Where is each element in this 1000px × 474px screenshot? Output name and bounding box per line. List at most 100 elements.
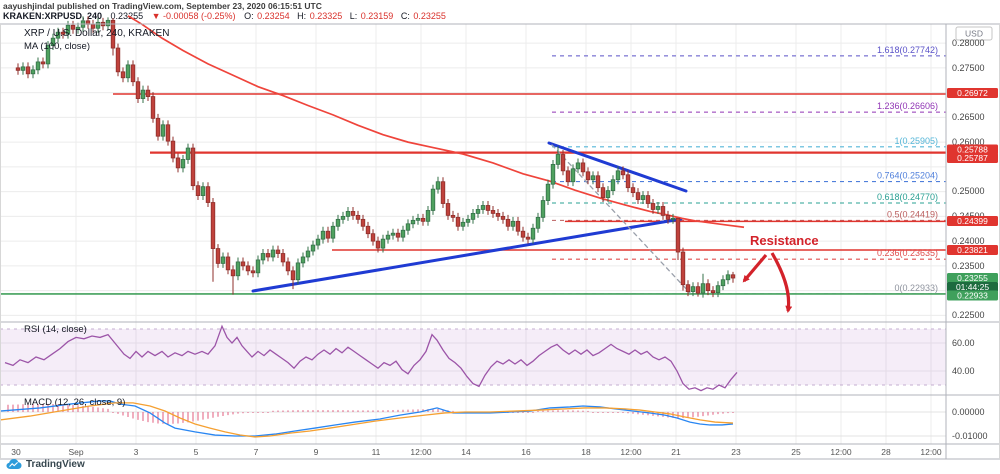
candle-body <box>270 249 276 258</box>
candle-body <box>680 251 686 286</box>
candle-body <box>485 205 491 211</box>
candle-body <box>490 210 496 214</box>
resistance-arrow <box>742 253 768 283</box>
time-axis-drag-area[interactable] <box>0 444 946 459</box>
price-axis-badge-label: 0.25788 <box>957 145 988 155</box>
tradingview-logo[interactable]: TradingView <box>6 458 85 470</box>
candle-body <box>555 154 561 165</box>
candle-body <box>410 219 416 225</box>
candle-body <box>380 238 386 249</box>
candle-body <box>520 230 526 238</box>
usd-unit-label: USD <box>965 29 983 39</box>
candle-body <box>30 69 36 75</box>
candle-body <box>565 170 571 183</box>
high-label: H: <box>297 11 307 21</box>
candle-body <box>395 232 401 238</box>
candle-body <box>320 230 326 240</box>
candle-body <box>405 223 411 231</box>
candle-body <box>260 253 266 261</box>
candle-body <box>715 285 721 294</box>
candle-body <box>25 66 31 75</box>
rsi-line <box>4 324 738 392</box>
candle-body <box>250 270 256 274</box>
candle-body <box>705 283 711 292</box>
candle-body <box>470 213 476 220</box>
candle-body <box>725 274 731 281</box>
candle-body <box>670 217 676 220</box>
price-axis-label: 0.26000 <box>952 137 985 147</box>
candle-body <box>575 162 581 170</box>
time-axis-label: 12:00 <box>410 447 432 457</box>
candle-body <box>570 168 576 183</box>
price-axis-label: 0.22500 <box>952 310 985 320</box>
close-value: 0.23255 <box>413 11 446 21</box>
macd-axis-label: 0.00000 <box>952 407 985 417</box>
watermark-text: TradingView <box>26 458 85 470</box>
candle-body <box>230 269 236 277</box>
candle-body <box>125 64 131 79</box>
time-axis-label: 21 <box>671 447 681 457</box>
candle-body <box>530 227 536 240</box>
time-axis-label: 18 <box>581 447 591 457</box>
symbol-name: KRAKEN:XRPUSD, 240 <box>3 11 103 21</box>
candle-body <box>695 286 701 294</box>
macd-line <box>0 400 734 437</box>
time-axis-label: 12:00 <box>920 447 942 457</box>
fib-level-label: 0.236(0.23635) <box>877 248 938 258</box>
candle-body <box>515 220 521 232</box>
candle-body <box>665 214 671 220</box>
price-axis-label: 0.25000 <box>952 186 985 196</box>
candle-body <box>625 174 631 189</box>
candle-body <box>475 209 481 214</box>
candle-body <box>440 181 446 204</box>
time-axis-label: 23 <box>731 447 741 457</box>
price-change: ▼ -0.00058 (-0.25%) <box>151 11 236 21</box>
candle-body <box>20 66 26 71</box>
time-axis-label: 5 <box>194 447 199 457</box>
price-axis-label: 0.28000 <box>952 38 985 48</box>
candle-body <box>335 218 341 227</box>
time-axis-label: 9 <box>314 447 319 457</box>
candle-body <box>430 188 436 211</box>
candle-body <box>560 154 566 172</box>
candle-body <box>170 140 176 159</box>
candle-body <box>185 147 191 160</box>
price-axis-badge <box>947 282 998 292</box>
candle-body <box>175 157 181 169</box>
time-axis-label: 7 <box>254 447 259 457</box>
candle-body <box>650 203 656 210</box>
price-axis-badge <box>947 88 998 98</box>
byline: aayushjindal published on TradingView.co… <box>3 1 322 11</box>
rsi-axis-label: 40.00 <box>952 366 975 376</box>
rsi-pane-title: RSI (14, close) <box>24 324 87 335</box>
time-axis-label: 16 <box>521 447 531 457</box>
candle-body <box>180 159 186 169</box>
candle-body <box>15 67 21 71</box>
candle-body <box>115 47 121 73</box>
candle-body <box>350 211 356 216</box>
candle-body <box>355 214 361 220</box>
price-axis-label: 0.27500 <box>952 63 985 73</box>
fib-level-label: 0(0.22933) <box>894 283 938 293</box>
candle-body <box>75 26 81 30</box>
time-axis-label: Sep <box>68 447 83 457</box>
candle-body <box>190 147 196 187</box>
ascending-support-trendline <box>251 217 683 293</box>
price-axis-drag-area[interactable] <box>946 24 1000 459</box>
candle-body <box>95 21 101 29</box>
candle-body <box>330 225 336 239</box>
candle-body <box>675 217 681 253</box>
candle-body <box>290 270 296 281</box>
time-axis-label: 14 <box>461 447 471 457</box>
candle-body <box>195 185 201 196</box>
price-axis-badge <box>947 245 998 255</box>
price-axis-badge-label: 0.25787 <box>957 153 988 163</box>
candle-body <box>610 179 616 192</box>
candle-body <box>630 187 636 194</box>
candle-body <box>105 19 111 27</box>
chart-legend-ma: MA (100, close) <box>24 41 90 52</box>
candle-body <box>145 89 151 97</box>
candle-body <box>605 190 611 198</box>
candle-body <box>200 186 206 196</box>
